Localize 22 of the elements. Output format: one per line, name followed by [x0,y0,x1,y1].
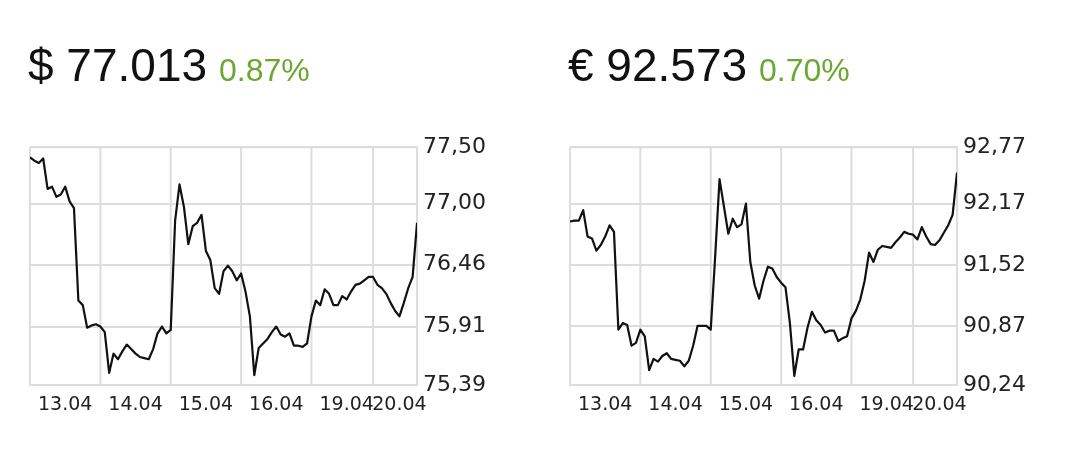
y-tick-label: 91,52 [963,250,1026,276]
y-tick-label: 77,00 [423,189,486,215]
x-tick-label: 16.04 [789,391,844,414]
y-tick-label: 92,77 [963,132,1026,158]
y-tick-label: 76,46 [423,250,486,276]
x-tick-label: 13.04 [577,391,633,414]
x-tick-label: 15.04 [718,391,774,414]
chart-title: $ 77.013 [28,39,208,91]
y-tick-label: 75,91 [423,312,486,338]
chart-title: € 92.573 [568,39,748,91]
y-tick-label: 92,17 [963,189,1026,215]
x-tick-label: 14.04 [108,391,163,414]
x-tick-label: 19.04 [319,391,374,414]
x-tick-label: 14.04 [648,391,703,414]
y-tick-label: 77,50 [423,132,486,158]
chart-subtitle: 0.70% [759,52,850,88]
y-tick-label: 90,87 [963,311,1026,337]
chart-subtitle: 0.87% [219,52,310,88]
x-tick-label: 15.04 [178,391,234,414]
x-tick-label: 16.04 [249,391,304,414]
x-tick-label: 19.04 [859,391,914,414]
x-tick-label: 13.04 [37,391,93,414]
